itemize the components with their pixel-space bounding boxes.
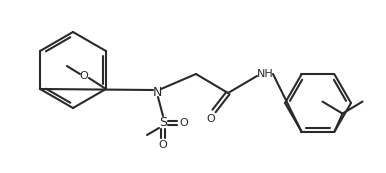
Text: N: N [152, 85, 162, 98]
Text: O: O [179, 118, 188, 128]
Text: NH: NH [257, 69, 273, 79]
Text: S: S [159, 116, 167, 130]
Text: O: O [207, 114, 215, 124]
Text: O: O [80, 71, 88, 81]
Text: O: O [159, 140, 168, 150]
